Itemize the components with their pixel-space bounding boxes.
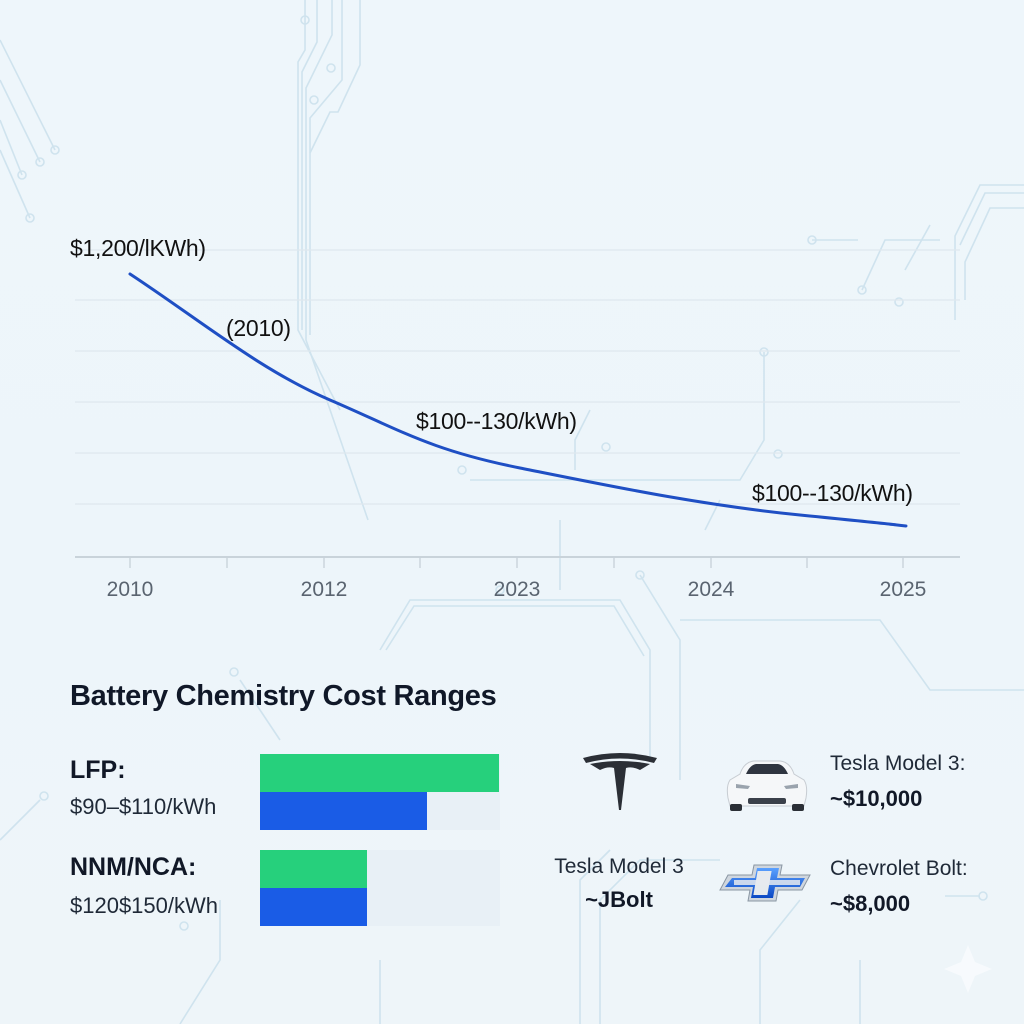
bar-nmc-lower	[260, 888, 367, 926]
annotation-start-year: (2010)	[226, 315, 291, 341]
annotation-start-price: $1,200/lKWh)	[70, 235, 206, 261]
gridlines	[75, 249, 960, 505]
vehicle-price: ~$8,000	[830, 891, 911, 916]
battery-cost-line-chart	[75, 249, 960, 568]
bar-nmc-upper	[260, 850, 367, 888]
vehicle-label: Chevrolet Bolt:	[830, 857, 968, 880]
section-title: Battery Chemistry Cost Ranges	[70, 680, 497, 712]
chevrolet-logo-icon	[719, 864, 811, 902]
cost-line	[128, 272, 908, 528]
annotation-end-price: $100--130/kWh)	[752, 480, 913, 506]
x-tick-label: 2010	[106, 578, 154, 601]
chemistry-range-lfp: $90–$110/kWh	[70, 794, 217, 819]
vehicle-label: Tesla Model 3:	[830, 752, 966, 775]
x-tick-label: 2025	[879, 578, 927, 601]
tesla-logo-caption-line2: ~JBolt	[585, 887, 653, 912]
tesla-logo-caption-line1: Tesla Model 3	[554, 855, 684, 878]
tesla-logo-icon	[583, 753, 657, 810]
chemistry-name-lfp: LFP:	[70, 756, 126, 784]
sparkle-icon	[944, 945, 992, 993]
x-tick-label: 2012	[300, 578, 348, 601]
car-icon	[726, 760, 808, 811]
bar-lfp-upper	[260, 754, 499, 792]
vehicle-item-tesla: Tesla Model 3: ~$10,000	[830, 752, 965, 812]
x-axis-ticks	[129, 557, 904, 568]
chemistry-name-nmc: NNM/NCA:	[70, 853, 197, 881]
vehicle-price: ~$10,000	[830, 786, 923, 811]
annotation-mid-price: $100--130/kWh)	[416, 408, 577, 434]
chemistry-range-nmc: $120$150/kWh	[70, 893, 218, 918]
x-tick-label: 2024	[687, 578, 735, 601]
tesla-logo-caption: Tesla Model 3 ~JBolt	[544, 855, 694, 913]
x-tick-label: 2023	[493, 578, 541, 601]
bar-lfp-lower	[260, 792, 427, 830]
vehicle-item-chevrolet: Chevrolet Bolt: ~$8,000	[830, 857, 968, 917]
